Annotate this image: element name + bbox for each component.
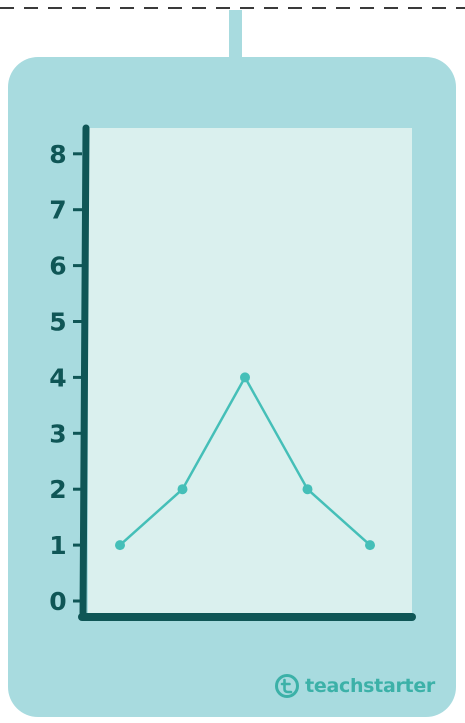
brand-logo: teachstarter: [274, 673, 435, 699]
data-point: [240, 372, 250, 383]
y-tick-label: 6: [49, 252, 66, 281]
y-tick-label: 2: [49, 475, 66, 504]
y-tick-label: 3: [49, 419, 66, 448]
data-point: [115, 540, 125, 551]
data-point: [177, 484, 188, 495]
y-tick-label: 5: [49, 308, 66, 337]
y-tick-label: 1: [49, 531, 66, 560]
brand-name: teachstarter: [305, 675, 435, 697]
y-axis: [79, 124, 90, 621]
y-tick-label: 0: [49, 587, 66, 616]
y-tick-label: 7: [49, 196, 66, 225]
cut-line-dashed: [0, 7, 465, 9]
y-tick-label: 4: [49, 363, 66, 392]
y-tick-label: 8: [49, 140, 66, 169]
data-point: [365, 540, 375, 551]
hanger-tab: [229, 10, 242, 64]
plot-area: [88, 128, 412, 617]
data-point: [302, 484, 313, 495]
teachstarter-logo-icon: [275, 674, 300, 698]
